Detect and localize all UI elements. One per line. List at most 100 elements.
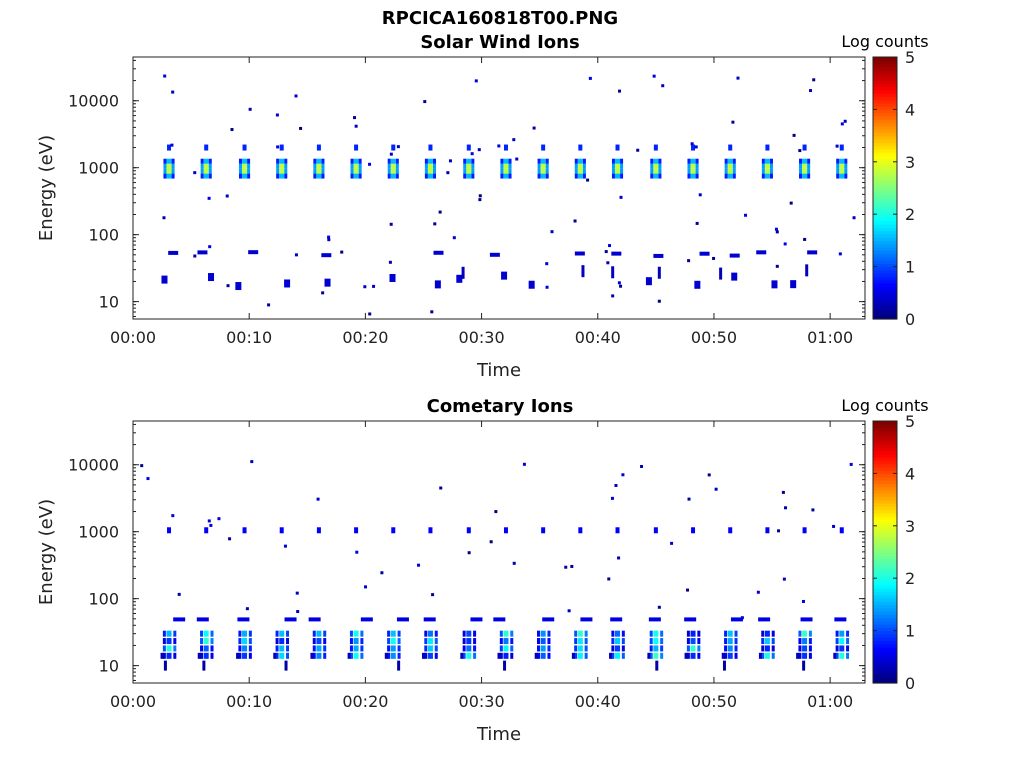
heatmap-cell: [500, 158, 504, 164]
colorbar-segment: [873, 607, 897, 612]
heatmap-cell: [687, 259, 691, 263]
heatmap-cell: [686, 588, 690, 592]
heatmap-cell: [503, 638, 509, 645]
heatmap-cell: [388, 260, 392, 264]
colorbar-segment: [873, 430, 897, 435]
heatmap-cell: [805, 264, 809, 277]
heatmap-cell: [424, 630, 428, 637]
colorbar-segment: [873, 601, 897, 605]
colorbar-segment: [873, 178, 897, 183]
colorbar-tick-label: 2: [905, 205, 915, 224]
heatmap-cell: [724, 638, 728, 645]
colorbar-segment: [873, 558, 897, 563]
heatmap-cell: [395, 163, 399, 169]
heatmap-cell: [162, 216, 166, 220]
heatmap-cell: [532, 126, 536, 130]
heatmap-cell: [163, 173, 167, 179]
colorbar-segment: [873, 253, 897, 258]
heatmap-cell: [839, 630, 845, 637]
heatmap-cell: [200, 652, 204, 659]
heatmap-cell: [695, 158, 699, 164]
heatmap-cell: [427, 630, 433, 637]
heatmap-cell: [276, 168, 280, 174]
heatmap-cell: [284, 617, 297, 622]
colorbar-segment: [873, 552, 897, 556]
heatmap-cell: [433, 250, 444, 255]
heatmap-cell: [427, 645, 433, 652]
heatmap-cell: [653, 144, 658, 151]
heatmap-cell: [242, 630, 248, 637]
heatmap-cell: [586, 178, 590, 182]
colorbar-segment: [873, 466, 897, 471]
heatmap-cell: [764, 158, 770, 164]
heatmap-cell: [645, 277, 652, 286]
cometary-y-label: Energy (eV): [36, 499, 57, 605]
heatmap-cell: [248, 250, 259, 255]
heatmap-cell: [615, 652, 621, 659]
heatmap-cell: [473, 638, 477, 645]
colorbar-segment: [873, 627, 897, 632]
colorbar-segment: [873, 273, 897, 278]
heatmap-cell: [839, 163, 845, 169]
heatmap-cell: [279, 652, 285, 659]
heatmap-cell: [540, 163, 546, 169]
solar-wind-x-label: Time: [476, 360, 521, 381]
heatmap-cell: [697, 645, 701, 652]
heatmap-cell: [802, 652, 808, 659]
heatmap-cell: [321, 158, 325, 164]
heatmap-cell: [434, 638, 438, 645]
heatmap-cell: [547, 645, 551, 652]
colorbar-segment: [873, 545, 897, 550]
heatmap-cell: [433, 163, 437, 169]
solar-wind-y-label: Energy (eV): [36, 135, 57, 241]
heatmap-cell: [761, 168, 765, 174]
solar-wind-x-ticks: 00:00 00:10 00:20 00:30 00:40 00:50 01:00: [110, 57, 853, 347]
heatmap-cell: [226, 284, 230, 288]
heatmap-cell: [316, 163, 322, 169]
colorbar-segment: [873, 591, 897, 596]
y-tick-label: 1000: [78, 523, 119, 542]
heatmap-cell: [621, 652, 625, 659]
heatmap-cell: [611, 251, 622, 256]
heatmap-cell: [162, 652, 166, 659]
heatmap-cell: [466, 144, 471, 151]
colorbar-tick-label: 2: [905, 569, 915, 588]
heatmap-cell: [611, 652, 615, 659]
colorbar-segment: [873, 620, 897, 625]
heatmap-cell: [238, 638, 242, 645]
heatmap-cell: [534, 652, 538, 659]
heatmap-cell: [473, 630, 477, 637]
cometary-x-ticks: 00:00 00:10 00:20 00:30 00:40 00:50 01:00: [110, 421, 853, 711]
heatmap-cell: [210, 638, 214, 645]
heatmap-cell: [809, 89, 813, 93]
heatmap-cell: [582, 168, 586, 174]
heatmap-cell: [796, 652, 800, 659]
heatmap-cell: [798, 645, 802, 652]
heatmap-cell: [238, 630, 242, 637]
heatmap-cell: [618, 89, 622, 93]
heatmap-cell: [463, 173, 467, 179]
heatmap-cell: [649, 630, 653, 637]
heatmap-cell: [727, 645, 733, 652]
heatmap-cell: [209, 523, 213, 527]
heatmap-cell: [611, 158, 615, 164]
colorbar-tick-label: 5: [905, 412, 915, 431]
heatmap-cell: [477, 148, 481, 152]
heatmap-cell: [210, 652, 214, 659]
heatmap-cell: [146, 477, 150, 481]
heatmap-cell: [279, 158, 285, 164]
heatmap-cell: [800, 617, 813, 622]
heatmap-cell: [690, 168, 696, 174]
heatmap-cell: [473, 645, 477, 652]
cometary-heatmap: [140, 460, 853, 671]
heatmap-cell: [210, 630, 214, 637]
heatmap-cell: [276, 158, 280, 164]
heatmap-cell: [577, 638, 583, 645]
heatmap-cell: [390, 173, 396, 179]
colorbar-segment: [873, 578, 897, 583]
heatmap-cell: [574, 173, 578, 179]
heatmap-cell: [686, 645, 690, 652]
heatmap-cell: [296, 610, 300, 614]
heatmap-cell: [577, 652, 583, 659]
heatmap-cell: [350, 163, 354, 169]
